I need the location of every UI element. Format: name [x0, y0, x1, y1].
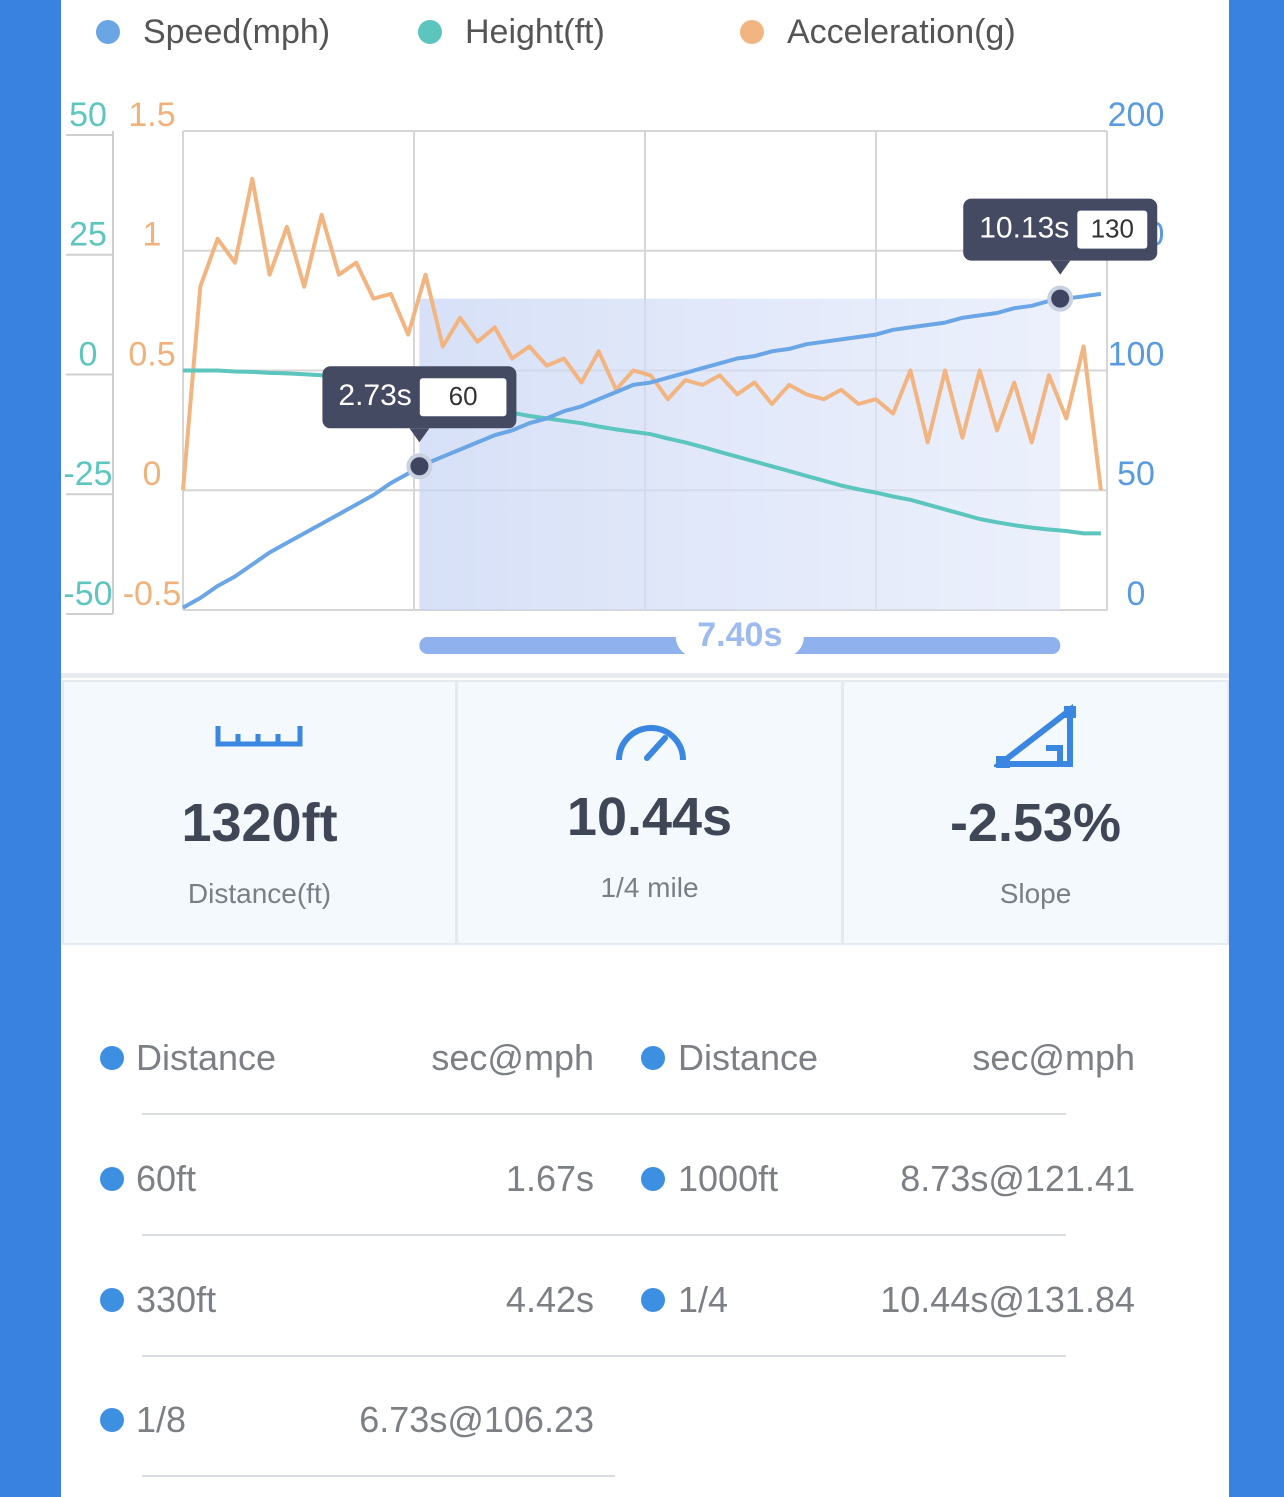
row-name: 1/4 — [678, 1279, 729, 1320]
row-value: sec@mph — [972, 1037, 1135, 1078]
stat-label: 1/4 mile — [600, 872, 699, 903]
marker-dot — [406, 453, 433, 480]
y3-tick-label: 0.5 — [128, 335, 175, 373]
y-tick-label: 50 — [69, 96, 107, 134]
chart: -50-2502550-0.500.511.50501001502007.40s… — [63, 13, 1165, 657]
legend-dot — [96, 20, 120, 44]
tooltip-value-box — [1077, 210, 1148, 249]
y3-tick-label: 1.5 — [128, 96, 175, 134]
row-value: 4.42s — [505, 1279, 594, 1320]
range-label: 7.40s — [697, 616, 782, 654]
y3-tick-label: 0 — [143, 455, 162, 493]
row-name: Distance — [136, 1037, 277, 1078]
tooltip: 10.13s 130 — [963, 198, 1158, 275]
legend-label: Height(ft) — [465, 13, 605, 51]
stat-label: Distance(ft) — [187, 878, 332, 909]
marker-dot — [1047, 285, 1074, 312]
row-name: 330ft — [136, 1279, 217, 1320]
stat-value: -2.53% — [949, 793, 1122, 853]
y2-tick-label: 100 — [1108, 335, 1165, 373]
tooltip-value: 130 — [1091, 214, 1134, 244]
row-divider — [142, 1234, 1066, 1236]
slope-icon — [994, 703, 1076, 768]
tooltip-x: 2.73s — [338, 379, 411, 412]
y-tick-label: 25 — [69, 216, 107, 254]
legend-label: Acceleration(g) — [787, 13, 1016, 51]
row-name: 1/8 — [136, 1399, 187, 1440]
row-dot — [641, 1288, 665, 1312]
tooltip-value: 60 — [449, 381, 478, 411]
range-shade — [419, 298, 1061, 610]
stat-value: 1320ft — [181, 793, 338, 853]
stat-card: -2.53% Slope — [842, 680, 1229, 945]
row-value: 1.67s — [505, 1158, 594, 1199]
tooltip-x: 10.13s — [979, 212, 1069, 245]
stat-card: 10.44s 1/4 mile — [456, 680, 843, 945]
stat-card: 1320ft Distance(ft) — [62, 680, 457, 945]
row-name: Distance — [678, 1037, 819, 1078]
row-dot — [100, 1167, 124, 1191]
gauge-icon — [616, 725, 686, 761]
tooltip-arrow — [409, 428, 430, 443]
row-dot — [100, 1408, 124, 1432]
tooltip: 2.73s 60 — [322, 366, 517, 443]
series-line — [182, 291, 1102, 610]
row-dot — [100, 1046, 124, 1070]
series-line — [181, 176, 1103, 491]
tooltip-arrow — [1050, 260, 1071, 275]
y-tick-label: -25 — [63, 455, 112, 493]
section-divider — [61, 673, 1229, 678]
legend-dot — [740, 20, 764, 44]
range-pill — [675, 617, 804, 657]
legend-dot — [418, 20, 442, 44]
row-dot — [641, 1046, 665, 1070]
y2-tick-label: 50 — [1117, 455, 1155, 493]
y3-tick-label: 1 — [143, 216, 162, 254]
row-value: 6.73s@106.23 — [359, 1399, 594, 1440]
ruler-icon — [215, 726, 303, 747]
row-divider — [142, 1475, 615, 1477]
stat-label: Slope — [999, 878, 1072, 909]
row-divider — [142, 1355, 1066, 1357]
row-dot — [100, 1288, 124, 1312]
y3-tick-label: -0.5 — [123, 575, 182, 613]
legend-label: Speed(mph) — [143, 13, 330, 51]
row-name: 60ft — [136, 1158, 197, 1199]
y2-tick-label: 200 — [1108, 96, 1165, 134]
row-dot — [641, 1167, 665, 1191]
row-value: 8.73s@121.41 — [900, 1158, 1135, 1199]
row-value: sec@mph — [431, 1037, 594, 1078]
y2-tick-label: 0 — [1127, 575, 1146, 613]
row-divider — [142, 1113, 1066, 1115]
y-tick-label: 0 — [79, 335, 98, 373]
row-value: 10.44s@131.84 — [880, 1279, 1135, 1320]
tooltip-value-box — [419, 378, 507, 417]
y-tick-label: -50 — [63, 575, 112, 613]
stat-value: 10.44s — [566, 787, 733, 847]
row-name: 1000ft — [678, 1158, 779, 1199]
